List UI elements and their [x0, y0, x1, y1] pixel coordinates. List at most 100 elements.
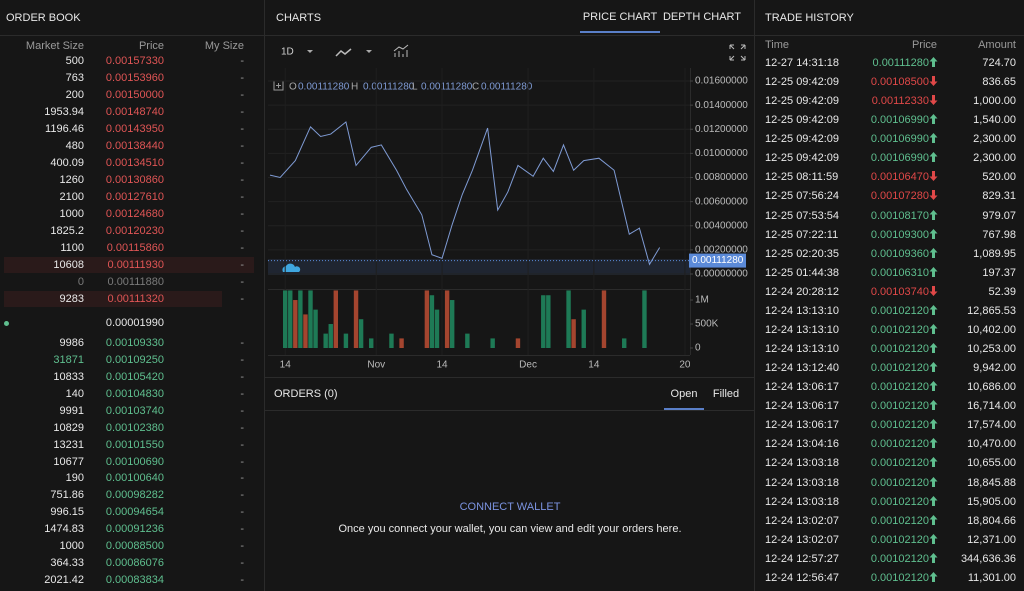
trade-amount: 16,714.00 — [967, 400, 1016, 413]
price: 0.00100640 — [105, 472, 164, 485]
trade-time: 12-24 13:03:18 — [765, 476, 840, 489]
market-size: 2100 — [59, 191, 84, 203]
y-tick-label: 0.01400000 — [695, 100, 748, 111]
trade-price: 0.00102120 — [870, 457, 929, 470]
trade-arrow — [929, 342, 938, 356]
arrow-icon — [929, 266, 938, 277]
trade-arrow — [929, 56, 938, 70]
trade-history: TRADE HISTORY Time Price Amount 12-27 14:31… — [755, 0, 1024, 591]
trade-price: 0.00108500 — [870, 76, 929, 89]
trade-price: 0.00102120 — [870, 533, 929, 546]
interval[interactable]: 1D — [281, 47, 294, 58]
price: 0.00120230 — [105, 225, 164, 237]
trade-amount: 9,942.00 — [973, 362, 1016, 375]
trade-time: 12-25 09:42:09 — [765, 76, 840, 89]
trade-arrow — [929, 418, 938, 432]
trade-amount: 10,686.00 — [967, 381, 1016, 394]
trade-amount: 829.31 — [982, 190, 1016, 203]
price: 0.00091236 — [105, 523, 164, 536]
tab-underline — [664, 408, 704, 410]
trade-price: 0.00106990 — [870, 114, 929, 127]
trade-amount: 1,089.95 — [973, 247, 1016, 260]
trade-amount: 10,402.00 — [967, 323, 1016, 336]
market-size: 996.15 — [50, 506, 84, 519]
market-size: 9991 — [59, 404, 84, 417]
arrow-icon — [929, 552, 938, 563]
fullscreen-icon[interactable] — [729, 44, 746, 61]
market-size: 1260 — [59, 174, 84, 186]
tab[interactable]: PRICE CHART — [583, 11, 658, 23]
my-size: - — [240, 157, 244, 169]
tab-underline — [580, 31, 660, 33]
trade-arrow — [929, 94, 938, 108]
price: 0.00143950 — [105, 123, 164, 135]
trade-time: 12-25 09:42:09 — [765, 95, 840, 108]
trade-time: 12-25 09:42:09 — [765, 133, 840, 146]
my-size: - — [240, 404, 244, 417]
trade-time: 12-25 09:42:09 — [765, 152, 840, 165]
trade-arrow — [929, 304, 938, 318]
arrow-icon — [929, 114, 938, 125]
y-tick-label: 0.01200000 — [695, 124, 748, 135]
arrow-icon — [929, 533, 938, 544]
x-tick-label: 14 — [436, 360, 448, 371]
arrow-icon — [929, 476, 938, 487]
connect-wallet[interactable]: CONNECT WALLET — [459, 501, 561, 513]
order-book: ORDER BOOK Market Size Price My Size 500 0.0… — [0, 0, 265, 591]
price-chart: CHARTS PRICE CHART DEPTH CHART 1D O 0.001… — [265, 11, 755, 378]
trade-arrow — [929, 456, 938, 470]
my-size: - — [240, 242, 244, 254]
tab[interactable]: DEPTH CHART — [663, 11, 741, 23]
orders-message: Once you connect your wallet, you can vi… — [338, 523, 682, 535]
trade-price: 0.00103740 — [870, 285, 929, 298]
volume-bar — [323, 333, 328, 348]
my-size: - — [240, 489, 244, 502]
price: 0.00104830 — [105, 387, 164, 400]
column-header: My Size — [204, 40, 244, 52]
panel-title: TRADE HISTORY — [765, 12, 854, 24]
volume-bar — [399, 338, 404, 348]
volume-bar — [642, 290, 647, 348]
trade-time: 12-25 02:20:35 — [765, 247, 840, 260]
chart-type-icon[interactable] — [335, 48, 352, 57]
tab[interactable]: Filled — [712, 388, 740, 400]
trade-arrow — [929, 495, 938, 509]
my-size: - — [240, 293, 244, 305]
trade-price: 0.00106310 — [870, 266, 929, 279]
price: 0.00157330 — [105, 55, 164, 67]
trade-time: 12-24 13:06:17 — [765, 400, 840, 413]
market-size: 1474.83 — [44, 523, 84, 536]
trade-arrow — [929, 209, 938, 223]
trade-arrow — [929, 113, 938, 127]
trade-time: 12-24 13:12:40 — [765, 362, 840, 375]
trade-time: 12-24 13:03:18 — [765, 495, 840, 508]
trade-arrow — [929, 399, 938, 413]
indicator-icon[interactable] — [393, 44, 409, 57]
my-size: - — [240, 370, 244, 383]
trade-amount: 1,000.00 — [973, 95, 1016, 108]
tab[interactable]: Open — [670, 388, 698, 400]
volume-bar — [581, 309, 586, 348]
dropdown-icon[interactable] — [307, 50, 313, 53]
price: 0.00105420 — [105, 370, 164, 383]
trade-price: 0.00102120 — [870, 343, 929, 356]
volume-bar — [283, 290, 288, 348]
volume-bar — [622, 338, 627, 348]
volume-bar — [343, 333, 349, 348]
trade-arrow — [929, 189, 938, 203]
ohlc: 0.00111280 — [421, 82, 473, 93]
trade-amount: 724.70 — [982, 57, 1016, 69]
dropdown-icon[interactable] — [366, 50, 372, 53]
my-size: - — [240, 208, 244, 220]
volume-bar — [601, 290, 607, 348]
price: 0.00098282 — [105, 489, 164, 502]
volume-bar — [566, 290, 571, 348]
volume-bar — [429, 295, 435, 348]
my-size: - — [240, 455, 244, 468]
price: 0.00150000 — [105, 89, 164, 101]
my-size: - — [240, 472, 244, 485]
trade-arrow — [929, 533, 938, 547]
market-size: 1000 — [59, 208, 84, 220]
arrow-icon — [929, 95, 938, 106]
trade-arrow — [929, 132, 938, 146]
